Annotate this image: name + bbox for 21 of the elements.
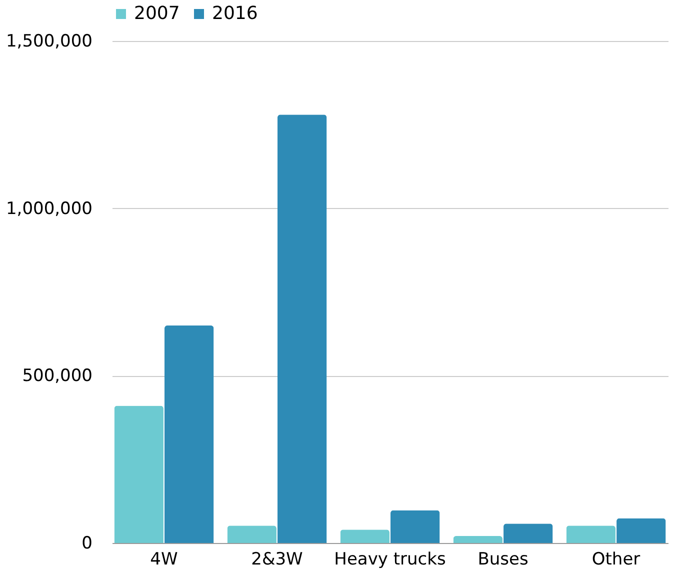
- bar: [616, 518, 666, 543]
- y-tick-label: 1,500,000: [6, 32, 92, 52]
- bar: [453, 536, 503, 543]
- x-tick-label: Heavy trucks: [334, 550, 446, 570]
- x-tick-label: 2&3W: [251, 550, 304, 570]
- y-tick-label: 1,000,000: [6, 198, 92, 219]
- bar: [114, 406, 164, 543]
- bar: [277, 114, 327, 543]
- bar: [164, 325, 214, 543]
- x-tick-label: Other: [592, 550, 640, 570]
- x-tick-label: Buses: [478, 550, 528, 570]
- x-tick-label: 4W: [150, 550, 178, 570]
- legend-label: 2007: [134, 3, 180, 24]
- bar: [566, 526, 616, 543]
- bar: [227, 526, 276, 543]
- y-tick-label: 500,000: [22, 366, 92, 386]
- y-tick-label: 0: [82, 534, 92, 554]
- bar: [390, 510, 440, 543]
- legend-label: 2016: [212, 3, 258, 24]
- bar: [504, 524, 553, 543]
- bar: [340, 530, 390, 543]
